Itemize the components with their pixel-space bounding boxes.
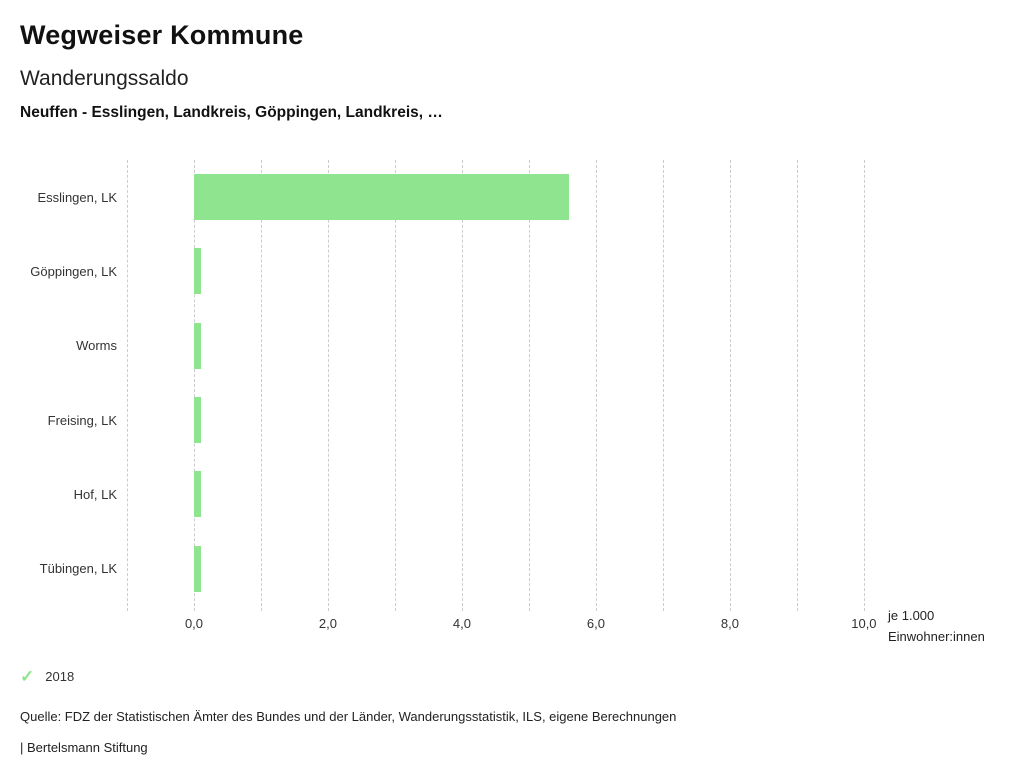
category-label: Esslingen, LK — [37, 189, 118, 205]
branding-text: | Bertelsmann Stiftung — [20, 740, 148, 755]
x-tick-label: 6,0 — [586, 616, 605, 631]
category-axis: Esslingen, LK Göppingen, LK Worms Freising,… — [0, 160, 127, 606]
gridline — [863, 160, 865, 611]
category-label: Hof, LK — [73, 486, 117, 502]
bar-row — [127, 532, 884, 606]
gridline — [260, 160, 262, 611]
bar[interactable] — [193, 322, 201, 369]
bar[interactable] — [193, 248, 201, 295]
gridline — [127, 160, 128, 611]
x-tick-label: 10,0 — [851, 616, 877, 631]
category-label: Worms — [76, 338, 117, 354]
x-tick-label: 4,0 — [452, 616, 471, 631]
category-label: Göppingen, LK — [30, 263, 117, 279]
x-axis-unit-line2: Einwohner:innen — [888, 628, 985, 644]
x-axis-unit-label: je 1.000 Einwohner:innen — [888, 606, 985, 648]
plot-area — [127, 160, 884, 611]
gridline — [193, 160, 195, 611]
gridline — [796, 160, 798, 611]
bar-row — [127, 234, 884, 308]
gridline — [394, 160, 396, 611]
gridline — [662, 160, 664, 611]
x-tick-label: 0,0 — [184, 616, 204, 631]
chart-selection-subtitle: Neuffen - Esslingen, Landkreis, Göppinge… — [20, 104, 443, 121]
x-tick-label: 8,0 — [720, 616, 739, 631]
gridline — [461, 160, 463, 611]
bar[interactable] — [193, 174, 570, 221]
bar-row — [127, 457, 884, 531]
gridline — [528, 160, 530, 611]
bar-rows — [127, 160, 884, 606]
gridline — [729, 160, 731, 611]
bar[interactable] — [193, 397, 201, 444]
source-text: Quelle: FDZ der Statistischen Ämter des … — [20, 709, 677, 724]
bar-row — [127, 160, 884, 234]
bar-row — [127, 309, 884, 383]
legend-item-2018[interactable]: ✓ 2018 — [20, 668, 74, 685]
x-axis-unit-line1: je 1.000 — [888, 608, 935, 623]
category-label: Freising, LK — [47, 412, 117, 428]
legend-label: 2018 — [45, 669, 75, 684]
app-title: Wegweiser Kommune — [20, 20, 304, 50]
bar[interactable] — [193, 471, 201, 518]
bar[interactable] — [193, 545, 201, 592]
category-label: Tübingen, LK — [39, 561, 117, 577]
gridline — [595, 160, 597, 611]
legend-check-icon: ✓ — [20, 667, 35, 686]
bar-row — [127, 383, 884, 457]
chart-title: Wanderungssaldo — [20, 67, 189, 90]
bar-chart: Esslingen, LK Göppingen, LK Worms Freising,… — [0, 160, 1024, 611]
x-axis: 0,0 2,0 4,0 6,0 8,0 10,0 — [127, 616, 884, 634]
gridline — [327, 160, 329, 611]
x-tick-label: 2,0 — [318, 616, 338, 631]
